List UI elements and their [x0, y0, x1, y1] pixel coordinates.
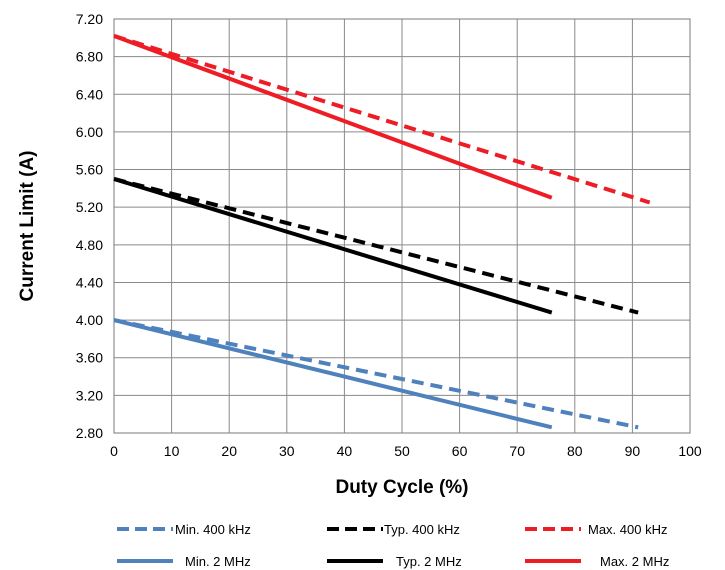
x-tick-label: 50 [394, 443, 410, 459]
y-axis-title: Current Limit (A) [17, 151, 38, 302]
x-tick-label: 40 [337, 443, 353, 459]
legend-label: Max. 400 kHz [588, 522, 667, 537]
y-tick-label: 4.40 [76, 274, 103, 290]
x-tick-label: 70 [509, 443, 525, 459]
y-tick-label: 6.40 [76, 86, 103, 102]
legend-label: Typ. 2 MHz [396, 554, 462, 569]
legend-label: Typ. 400 kHz [384, 522, 460, 537]
x-tick-label: 90 [625, 443, 641, 459]
legend: Min. 400 kHz Typ. 400 kHz Max. 400 kHz Min.… [117, 522, 669, 569]
y-tick-label: 6.80 [76, 49, 103, 65]
series-line [113, 177, 639, 315]
y-tick-label: 4.00 [76, 312, 103, 328]
series-line [113, 34, 553, 200]
legend-label: Min. 400 kHz [175, 522, 251, 537]
legend-label: Max. 2 MHz [600, 554, 669, 569]
x-tick-label: 0 [110, 443, 118, 459]
y-tick-label: 3.20 [76, 387, 103, 403]
y-tick-label: 5.60 [76, 162, 103, 178]
y-tick-label: 4.80 [76, 237, 103, 253]
series-line [113, 318, 553, 430]
grid [113, 18, 691, 434]
series-line [113, 318, 639, 430]
x-tick-label: 100 [678, 443, 702, 459]
x-tick-label: 30 [279, 443, 295, 459]
x-axis-title: Duty Cycle (%) [335, 477, 468, 498]
y-tick-label: 3.60 [76, 350, 103, 366]
x-tick-label: 80 [567, 443, 583, 459]
series-lines [113, 34, 651, 430]
series-line [113, 177, 553, 315]
y-tick-label: 7.20 [76, 11, 103, 27]
series-line [113, 34, 651, 205]
y-tick-labels: 2.80 3.20 3.60 4.00 4.40 4.80 5.20 5.60 6.00 6.40… [76, 11, 103, 441]
plot-frame [113, 18, 691, 434]
x-tick-labels: 0 10 20 30 40 50 60 70 80 90 100 [110, 443, 702, 459]
y-tick-label: 2.80 [76, 425, 103, 441]
x-tick-label: 10 [164, 443, 180, 459]
y-tick-label: 6.00 [76, 124, 103, 140]
x-tick-label: 20 [221, 443, 237, 459]
y-tick-label: 5.20 [76, 199, 103, 215]
x-tick-label: 60 [452, 443, 468, 459]
legend-label: Min. 2 MHz [185, 554, 251, 569]
